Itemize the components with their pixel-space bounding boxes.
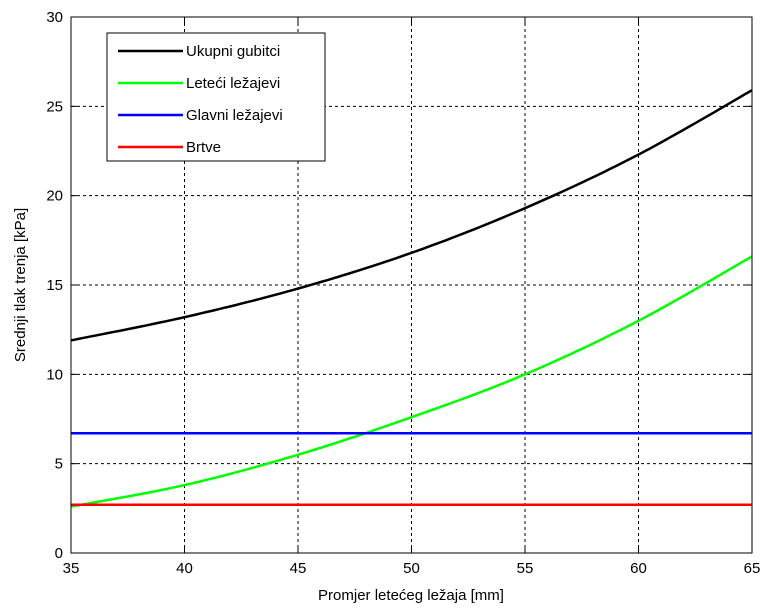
legend-label: Brtve: [186, 139, 221, 156]
legend-label: Ukupni gubitci: [186, 43, 280, 60]
series-line-1: [70, 255, 753, 508]
axis-ticks: [70, 16, 753, 554]
x-tick-label: 50: [403, 560, 420, 577]
x-tick-label: 60: [630, 560, 647, 577]
x-tick-label: 40: [176, 560, 193, 577]
x-tick-label: 35: [63, 560, 80, 577]
x-tick-labels: 35 40 45 50 55 60 65: [63, 560, 761, 577]
y-tick-label: 10: [46, 366, 63, 383]
x-axis-label: Promjer letećeg ležaja [mm]: [318, 587, 504, 604]
y-tick-label: 20: [46, 188, 63, 205]
y-tick-label: 5: [55, 456, 63, 473]
legend: Ukupni gubitci Leteći ležajevi Glavni leža…: [106, 32, 326, 162]
y-tick-label: 0: [55, 545, 63, 562]
legend-box: [106, 32, 326, 162]
legend-label: Leteći ležajevi: [186, 75, 280, 92]
x-tick-label: 45: [290, 560, 307, 577]
y-tick-label: 25: [46, 98, 63, 115]
y-tick-label: 15: [46, 277, 63, 294]
y-axis-label: Srednji tlak trenja [kPa]: [12, 208, 29, 362]
x-tick-label: 65: [744, 560, 761, 577]
legend-label: Glavni ležajevi: [186, 107, 283, 124]
x-tick-label: 55: [517, 560, 534, 577]
y-tick-label: 30: [46, 9, 63, 26]
y-tick-labels: 0 5 10 15 20 25 30: [46, 9, 63, 562]
grid-lines: [71, 17, 752, 553]
series-line-0: [70, 89, 753, 342]
series-lines: [70, 89, 753, 508]
